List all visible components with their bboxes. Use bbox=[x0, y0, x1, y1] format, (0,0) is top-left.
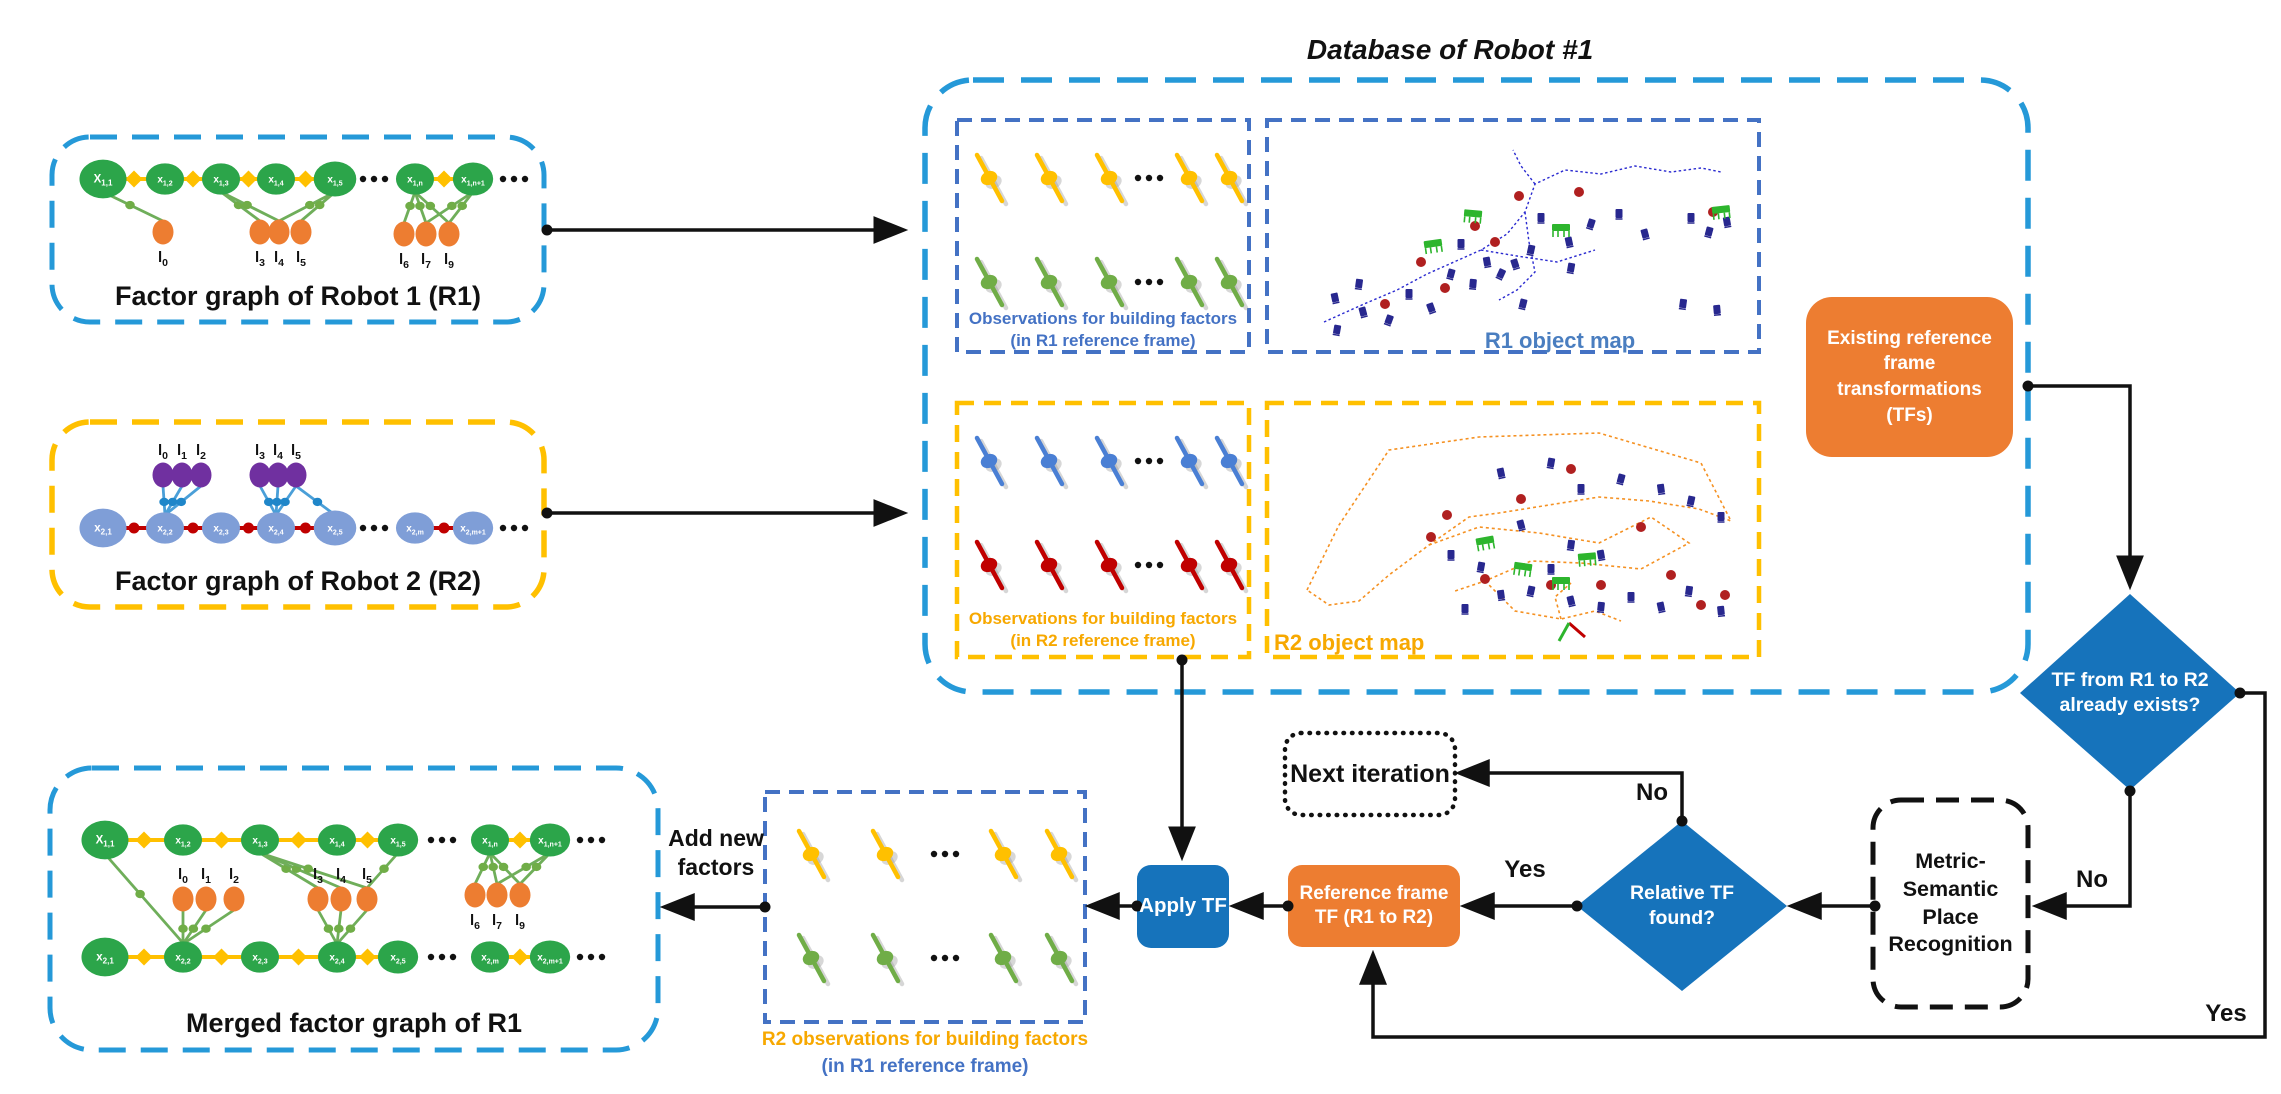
next-iteration-box-label: Next iteration bbox=[1290, 760, 1450, 788]
label-yes-relative: Yes bbox=[1504, 856, 1546, 883]
svg-text:l5: l5 bbox=[296, 249, 306, 269]
r1-map-label: R1 object map bbox=[1484, 328, 1636, 353]
label-no-next-iteration: No bbox=[1636, 779, 1668, 806]
relative-tf-decision-label: Relative TF found? bbox=[1629, 881, 1735, 929]
r2-object-map-figure bbox=[1306, 432, 1733, 642]
add-new-factors-label: Add new factors bbox=[668, 825, 764, 880]
svg-text:l0: l0 bbox=[158, 442, 168, 462]
svg-text:l5: l5 bbox=[362, 866, 372, 886]
r2-obs-new-caption-line2: (in R1 reference frame) bbox=[821, 1056, 1029, 1077]
tf-exists-decision-label: TF from R1 to R2 already exists? bbox=[2051, 668, 2209, 716]
r2-observations-transformed-figure bbox=[796, 828, 1079, 987]
svg-text:l3: l3 bbox=[255, 442, 265, 462]
svg-text:l0: l0 bbox=[158, 249, 168, 269]
svg-text:l4: l4 bbox=[336, 866, 346, 886]
factor-graph-r2-figure: x2,1 x2,2 x2,3 x2,4 x2,5 x2,m x2,m+1l0 l1 l2 l3 l4… bbox=[79, 442, 529, 548]
svg-text:l7: l7 bbox=[421, 251, 431, 271]
r2-obs-new-caption-line1: R2 observations for building factors bbox=[761, 1029, 1089, 1050]
r1-obs-caption-line2: (in R1 reference frame) bbox=[1010, 331, 1196, 350]
r2-observations-figure bbox=[974, 435, 1249, 594]
database-title: Database of Robot #1 bbox=[1306, 34, 1594, 65]
svg-text:l2: l2 bbox=[196, 442, 206, 462]
svg-text:l4: l4 bbox=[274, 249, 284, 269]
apply-tf-box-label: Apply TF bbox=[1139, 894, 1227, 918]
svg-text:l9: l9 bbox=[515, 912, 525, 932]
svg-text:l3: l3 bbox=[313, 866, 323, 886]
label-no-exists: No bbox=[2076, 866, 2108, 893]
r2-obs-caption-line1: Observations for building factors bbox=[968, 609, 1238, 628]
label-yes-exists: Yes bbox=[2205, 1000, 2247, 1027]
svg-text:l9: l9 bbox=[444, 251, 454, 271]
metric-semantic-box-label: Metric-Semantic Place Recognition bbox=[1888, 848, 2013, 957]
factor-graph-r1-caption: Factor graph of Robot 1 (R1) bbox=[115, 281, 481, 311]
svg-text:l0: l0 bbox=[178, 866, 188, 886]
r2-map-label: R2 object map bbox=[1274, 630, 1425, 655]
svg-text:l7: l7 bbox=[492, 912, 502, 932]
r1-object-map-figure bbox=[1323, 149, 1732, 337]
r1-observations-figure bbox=[974, 152, 1249, 311]
svg-text:l2: l2 bbox=[229, 866, 239, 886]
factor-graph-r1-figure: X1,1 x1,2 x1,3 x1,4 x1,5 x1,n x1,n+1l0 l3 l4 l5 l6… bbox=[79, 159, 529, 271]
svg-text:l6: l6 bbox=[399, 251, 409, 271]
r1-obs-caption-line1: Observations for building factors bbox=[968, 309, 1238, 328]
merged-factor-graph-figure: X1,1 x1,2 x1,3 x1,4 x1,5 x1,n x1,n+1x2,1 x2,2 x2… bbox=[81, 820, 606, 977]
svg-text:l3: l3 bbox=[255, 249, 265, 269]
svg-text:l1: l1 bbox=[177, 442, 187, 462]
svg-text:l4: l4 bbox=[273, 442, 283, 462]
factor-graph-r2-caption: Factor graph of Robot 2 (R2) bbox=[115, 566, 481, 596]
existing-tfs-box-label: Existing reference frame transformations… bbox=[1827, 327, 1992, 426]
reference-frame-tf-box-label: Reference frame TF (R1 to R2) bbox=[1299, 883, 1449, 928]
svg-text:l5: l5 bbox=[291, 442, 301, 462]
svg-text:l6: l6 bbox=[470, 912, 480, 932]
r2-obs-caption-line2: (in R2 reference frame) bbox=[1010, 631, 1196, 650]
merged-graph-caption: Merged factor graph of R1 bbox=[185, 1008, 523, 1038]
svg-text:l1: l1 bbox=[201, 866, 211, 886]
